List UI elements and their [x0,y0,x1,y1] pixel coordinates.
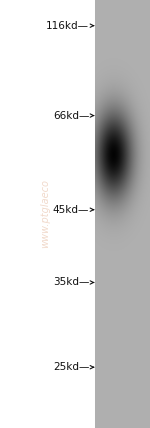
Text: www.ptglaeco: www.ptglaeco [40,179,50,249]
Text: 45kd—: 45kd— [53,205,89,215]
Text: 116kd—: 116kd— [46,21,89,31]
Text: 35kd—: 35kd— [53,277,89,288]
Text: 66kd—: 66kd— [53,110,89,121]
Text: 25kd—: 25kd— [53,362,89,372]
